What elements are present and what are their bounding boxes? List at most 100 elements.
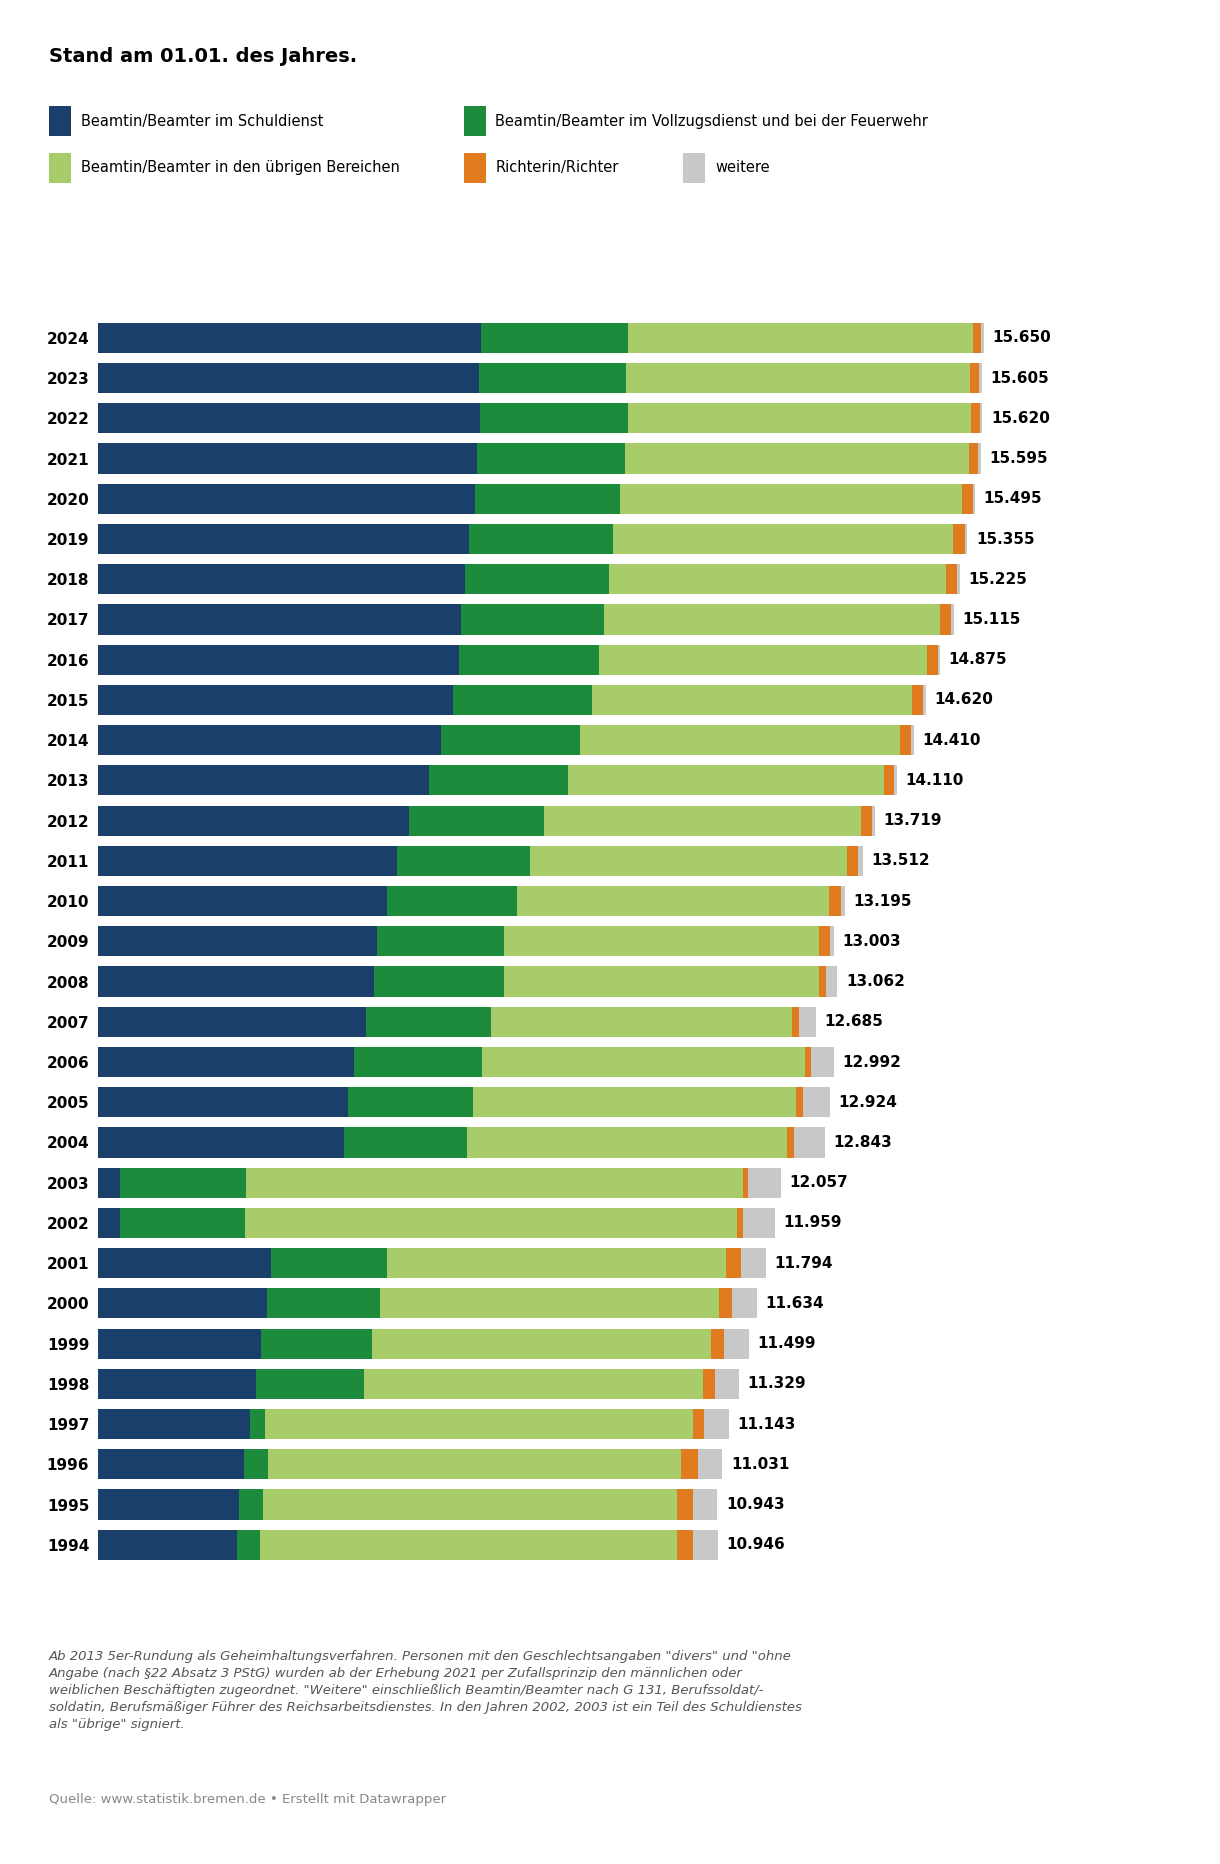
Bar xyxy=(504,966,819,997)
Bar xyxy=(517,885,830,917)
Bar xyxy=(98,485,475,514)
Text: 11.794: 11.794 xyxy=(775,1256,832,1271)
Bar xyxy=(743,1208,775,1238)
Text: Beamtin/Beamter im Vollzugsdienst und bei der Feuerwehr: Beamtin/Beamter im Vollzugsdienst und be… xyxy=(495,114,928,129)
Bar xyxy=(364,1368,704,1398)
Bar xyxy=(971,403,980,434)
Bar xyxy=(819,926,830,956)
Bar xyxy=(120,1208,245,1238)
Bar xyxy=(98,1288,267,1318)
Bar xyxy=(440,725,580,755)
Text: 15.620: 15.620 xyxy=(991,410,1049,425)
Text: Stand am 01.01. des Jahres.: Stand am 01.01. des Jahres. xyxy=(49,47,357,65)
Bar xyxy=(481,322,628,352)
Bar xyxy=(98,926,377,956)
Bar xyxy=(841,885,845,917)
Bar xyxy=(479,403,627,434)
Bar xyxy=(98,1448,244,1480)
Text: 14.875: 14.875 xyxy=(949,652,1008,667)
Bar xyxy=(472,1087,797,1117)
Bar xyxy=(98,885,387,917)
Bar xyxy=(620,485,963,514)
Bar xyxy=(490,1007,793,1036)
Bar xyxy=(98,1007,366,1036)
Bar xyxy=(567,766,884,796)
Bar xyxy=(98,684,453,716)
Bar xyxy=(98,1368,256,1398)
Bar xyxy=(477,444,625,473)
Bar xyxy=(628,322,974,352)
Bar xyxy=(737,1208,743,1238)
Bar xyxy=(884,766,894,796)
Bar xyxy=(927,645,938,675)
Text: 11.634: 11.634 xyxy=(765,1295,824,1310)
Bar xyxy=(797,1087,803,1117)
Bar xyxy=(256,1368,364,1398)
Bar xyxy=(627,403,971,434)
Bar xyxy=(978,444,981,473)
Bar xyxy=(894,766,897,796)
Bar xyxy=(693,1530,717,1560)
Text: 12.057: 12.057 xyxy=(789,1174,848,1191)
Bar xyxy=(726,1249,741,1279)
Text: 11.143: 11.143 xyxy=(737,1417,795,1432)
Bar xyxy=(98,805,409,835)
Bar xyxy=(98,1167,120,1199)
Bar xyxy=(900,725,911,755)
Bar xyxy=(787,1128,794,1158)
Bar xyxy=(529,846,847,876)
Text: 12.843: 12.843 xyxy=(833,1135,892,1150)
Bar xyxy=(980,403,982,434)
Bar xyxy=(958,565,960,595)
Text: 10.943: 10.943 xyxy=(726,1497,784,1512)
Bar xyxy=(614,524,954,554)
Bar xyxy=(120,1167,245,1199)
Bar xyxy=(98,1409,250,1439)
Bar xyxy=(720,1288,732,1318)
Bar xyxy=(372,1329,711,1359)
Bar xyxy=(98,1128,344,1158)
Bar xyxy=(98,604,461,634)
Bar xyxy=(677,1530,693,1560)
Bar xyxy=(978,363,982,393)
Text: weitere: weitere xyxy=(715,160,770,175)
Bar xyxy=(98,524,468,554)
Bar xyxy=(970,444,978,473)
Bar xyxy=(826,966,837,997)
Bar xyxy=(580,725,900,755)
Bar xyxy=(267,1288,381,1318)
Text: 13.062: 13.062 xyxy=(845,975,905,990)
Text: 11.959: 11.959 xyxy=(783,1215,842,1230)
Bar xyxy=(677,1489,693,1519)
Bar xyxy=(267,1448,682,1480)
Bar xyxy=(467,1128,787,1158)
Bar xyxy=(954,524,965,554)
Text: 11.499: 11.499 xyxy=(758,1336,816,1351)
Bar xyxy=(98,1048,354,1077)
Bar xyxy=(237,1530,260,1560)
Text: 14.620: 14.620 xyxy=(935,692,993,708)
Text: Beamtin/Beamter in den übrigen Bereichen: Beamtin/Beamter in den übrigen Bereichen xyxy=(81,160,399,175)
Bar xyxy=(830,885,841,917)
Bar xyxy=(604,604,941,634)
Bar xyxy=(478,363,626,393)
Text: 13.195: 13.195 xyxy=(854,893,913,908)
Bar xyxy=(98,322,481,352)
Bar xyxy=(725,1329,749,1359)
Bar xyxy=(859,846,863,876)
Bar xyxy=(793,1007,799,1036)
Bar xyxy=(938,645,941,675)
Bar xyxy=(819,966,826,997)
Bar xyxy=(245,1208,737,1238)
Bar xyxy=(974,322,981,352)
Text: 14.110: 14.110 xyxy=(905,774,964,788)
Bar xyxy=(245,1167,743,1199)
Text: 11.329: 11.329 xyxy=(748,1376,806,1391)
Bar xyxy=(349,1087,472,1117)
Bar xyxy=(98,725,440,755)
Bar xyxy=(592,684,911,716)
Bar xyxy=(609,565,947,595)
Bar xyxy=(459,645,599,675)
Text: Ab 2013 5er-Rundung als Geheimhaltungsverfahren. Personen mit den Geschlechtsang: Ab 2013 5er-Rundung als Geheimhaltungsve… xyxy=(49,1650,802,1730)
Bar xyxy=(375,966,504,997)
